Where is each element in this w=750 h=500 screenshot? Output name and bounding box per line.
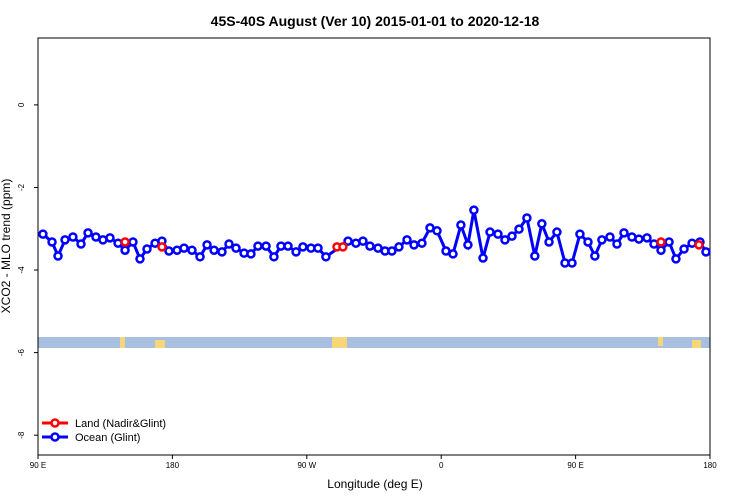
point	[358, 236, 368, 246]
point	[478, 253, 488, 263]
point	[269, 252, 279, 262]
point	[246, 249, 256, 259]
point	[231, 243, 241, 253]
point	[679, 244, 689, 254]
point	[500, 235, 510, 245]
point	[567, 258, 577, 268]
point	[530, 251, 540, 261]
point	[671, 254, 681, 264]
point	[68, 232, 78, 242]
point	[634, 234, 644, 244]
y-tick-label: -8	[17, 431, 26, 439]
y-tick-label: -4	[17, 266, 26, 274]
point	[537, 219, 547, 229]
point	[321, 252, 331, 262]
point	[514, 224, 524, 234]
point	[456, 220, 466, 230]
y-tick-label: -2	[17, 183, 26, 191]
point	[338, 242, 348, 252]
point	[224, 239, 234, 249]
point	[432, 226, 442, 236]
point	[417, 238, 427, 248]
point	[53, 251, 63, 261]
point	[179, 243, 189, 253]
legend-marker	[50, 418, 60, 428]
point	[522, 213, 532, 223]
point	[38, 229, 48, 239]
point	[583, 237, 593, 247]
point	[597, 235, 607, 245]
point	[485, 227, 495, 237]
point	[402, 235, 412, 245]
legend-marker	[50, 432, 60, 442]
point	[575, 229, 585, 239]
series	[120, 237, 704, 252]
point	[590, 251, 600, 261]
point	[612, 239, 622, 249]
point	[209, 245, 219, 255]
y-axis-label: XCO2 - MLO trend (ppm)	[0, 179, 13, 314]
x-tick-label: 180	[703, 461, 717, 470]
point	[507, 231, 517, 241]
land-mask-strip	[38, 337, 710, 348]
point	[701, 247, 711, 257]
point	[195, 252, 205, 262]
y-tick-label: -6	[17, 349, 26, 357]
point	[298, 242, 308, 252]
point	[83, 228, 93, 238]
point	[387, 246, 397, 256]
point	[365, 241, 375, 251]
point	[493, 229, 503, 239]
y-tick-label: 0	[17, 102, 26, 107]
point	[544, 237, 554, 247]
point	[694, 240, 704, 250]
point	[656, 245, 666, 255]
point	[157, 242, 167, 252]
point	[656, 237, 666, 247]
legend-label: Land (Nadir&Glint)	[75, 418, 166, 430]
chart-title: 45S-40S August (Ver 10) 2015-01-01 to 20…	[211, 13, 540, 29]
series	[38, 205, 711, 268]
point	[283, 241, 293, 251]
x-tick-label: 90 W	[297, 461, 316, 470]
point	[343, 236, 353, 246]
point	[217, 247, 227, 257]
point	[128, 237, 138, 247]
x-axis-label: Longitude (deg E)	[327, 477, 422, 491]
x-tick-label: 180	[166, 461, 180, 470]
point	[469, 205, 479, 215]
point	[313, 243, 323, 253]
point	[664, 237, 674, 247]
point	[463, 240, 473, 250]
point	[261, 241, 271, 251]
point	[448, 249, 458, 259]
plot-frame	[37, 37, 711, 456]
point	[187, 245, 197, 255]
point	[409, 240, 419, 250]
point	[76, 239, 86, 249]
x-tick-label: 0	[439, 461, 444, 470]
point	[642, 233, 652, 243]
point	[552, 227, 562, 237]
point	[253, 241, 263, 251]
point	[619, 228, 629, 238]
x-tick-label: 90 E	[567, 461, 583, 470]
legend-label: Ocean (Glint)	[75, 432, 140, 444]
point	[142, 244, 152, 254]
point	[164, 246, 174, 256]
x-tick-label: 90 E	[30, 461, 46, 470]
point	[47, 237, 57, 247]
point	[135, 254, 145, 264]
point	[60, 235, 70, 245]
point	[120, 245, 130, 255]
point	[120, 237, 130, 247]
point	[605, 232, 615, 242]
point	[202, 240, 212, 250]
point	[105, 233, 115, 243]
point	[394, 242, 404, 252]
point	[291, 247, 301, 257]
